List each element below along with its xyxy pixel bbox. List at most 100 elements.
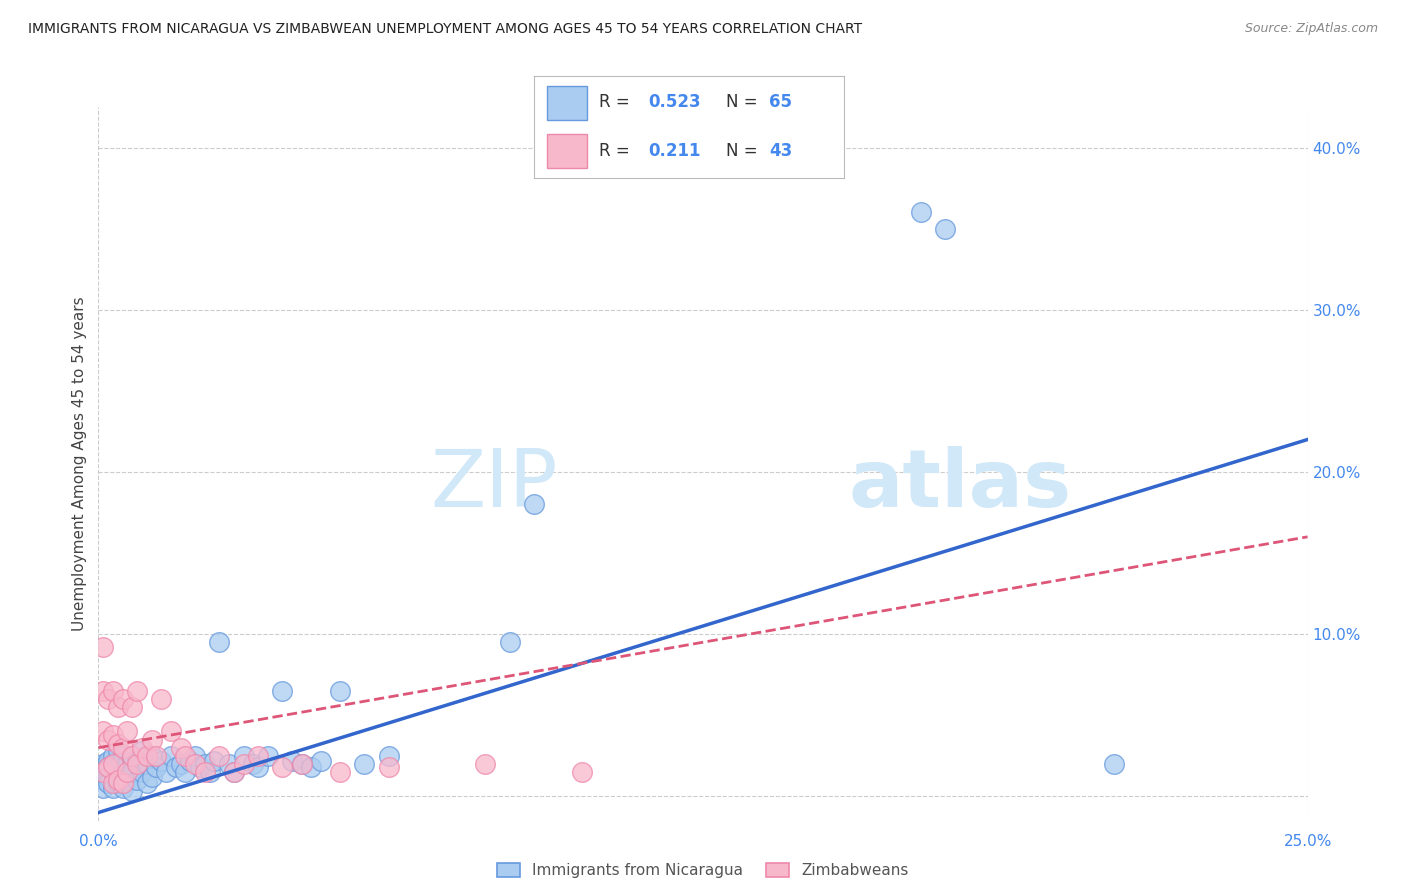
Point: [91, 640, 114, 654]
Point: [97, 754, 120, 768]
Point: [91, 764, 114, 779]
Point: [101, 781, 124, 796]
Point: [91, 781, 114, 796]
Point: [107, 776, 129, 790]
Point: [127, 773, 149, 788]
Point: [121, 748, 143, 763]
Point: [174, 748, 197, 763]
Point: [165, 760, 187, 774]
Point: [97, 692, 120, 706]
Point: [121, 748, 143, 763]
Y-axis label: Unemployment Among Ages 45 to 54 years: Unemployment Among Ages 45 to 54 years: [72, 296, 87, 632]
Point: [271, 684, 294, 698]
Point: [101, 776, 124, 790]
Text: N =: N =: [725, 142, 758, 160]
Point: [281, 754, 304, 768]
Point: [204, 754, 226, 768]
Point: [222, 764, 245, 779]
Point: [160, 724, 183, 739]
Point: [353, 756, 375, 771]
Point: [101, 756, 124, 771]
Point: [498, 635, 520, 649]
Point: [101, 684, 124, 698]
Point: [290, 756, 312, 771]
Point: [169, 756, 191, 771]
Point: [145, 748, 167, 763]
Point: [150, 692, 173, 706]
Text: 0.211: 0.211: [648, 142, 702, 160]
Point: [121, 764, 143, 779]
Point: [91, 760, 114, 774]
Point: [127, 754, 149, 768]
Point: [135, 756, 157, 771]
Text: ZIP: ZIP: [430, 446, 558, 524]
Point: [91, 684, 114, 698]
Point: [107, 760, 129, 774]
Point: [91, 773, 114, 788]
Point: [141, 732, 163, 747]
Text: N =: N =: [725, 94, 758, 112]
Point: [131, 740, 153, 755]
Point: [117, 756, 139, 771]
Point: [160, 748, 183, 763]
FancyBboxPatch shape: [547, 87, 586, 120]
Point: [91, 724, 114, 739]
Point: [222, 764, 245, 779]
Point: [101, 728, 124, 742]
Point: [121, 700, 143, 714]
Text: 25.0%: 25.0%: [1284, 834, 1331, 849]
Point: [377, 748, 399, 763]
Text: R =: R =: [599, 94, 630, 112]
Text: 0.0%: 0.0%: [79, 834, 118, 849]
Point: [256, 748, 278, 763]
Point: [247, 760, 270, 774]
Point: [91, 756, 114, 771]
Point: [208, 635, 231, 649]
Point: [194, 756, 217, 771]
Point: [523, 497, 546, 511]
Point: [329, 684, 352, 698]
Point: [97, 732, 120, 747]
Text: 65: 65: [769, 94, 793, 112]
Point: [97, 776, 120, 790]
Point: [208, 748, 231, 763]
Point: [111, 776, 134, 790]
Point: [242, 756, 264, 771]
Point: [184, 748, 207, 763]
Point: [101, 748, 124, 763]
Point: [145, 760, 167, 774]
Point: [97, 760, 120, 774]
Point: [169, 740, 191, 755]
Point: [247, 748, 270, 763]
Point: [127, 756, 149, 771]
Point: [232, 748, 254, 763]
FancyBboxPatch shape: [547, 135, 586, 168]
Point: [107, 744, 129, 758]
Text: R =: R =: [599, 142, 630, 160]
Point: [232, 756, 254, 771]
Point: [121, 784, 143, 798]
Point: [194, 764, 217, 779]
Point: [188, 760, 211, 774]
Point: [107, 773, 129, 788]
Text: atlas: atlas: [848, 446, 1071, 524]
Text: IMMIGRANTS FROM NICARAGUA VS ZIMBABWEAN UNEMPLOYMENT AMONG AGES 45 TO 54 YEARS C: IMMIGRANTS FROM NICARAGUA VS ZIMBABWEAN …: [28, 22, 862, 37]
Point: [299, 760, 322, 774]
Point: [141, 770, 163, 784]
Text: Source: ZipAtlas.com: Source: ZipAtlas.com: [1244, 22, 1378, 36]
Point: [111, 692, 134, 706]
Point: [131, 744, 153, 758]
Point: [377, 760, 399, 774]
Point: [271, 760, 294, 774]
Point: [97, 770, 120, 784]
Point: [329, 764, 352, 779]
Point: [910, 205, 932, 219]
Point: [117, 764, 139, 779]
Point: [135, 776, 157, 790]
Point: [135, 748, 157, 763]
Legend: Immigrants from Nicaragua, Zimbabweans: Immigrants from Nicaragua, Zimbabweans: [491, 857, 915, 884]
Point: [174, 764, 197, 779]
Point: [290, 756, 312, 771]
Point: [101, 756, 124, 771]
Point: [184, 756, 207, 771]
